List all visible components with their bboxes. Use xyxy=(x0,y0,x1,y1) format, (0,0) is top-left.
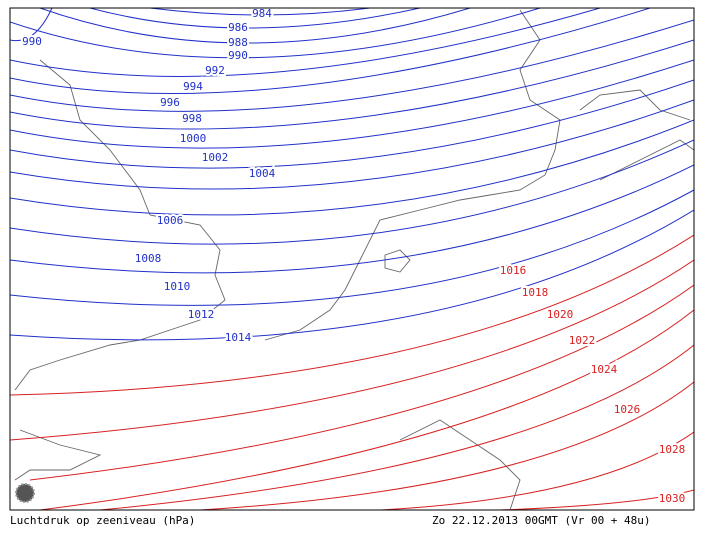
isobar-label: 988 xyxy=(228,36,248,49)
isobar-label: 998 xyxy=(182,112,202,125)
coast-britain xyxy=(14,59,226,391)
isobar-label: 1022 xyxy=(569,334,596,347)
isobar-label: 1020 xyxy=(547,308,574,321)
isobar-label: 1002 xyxy=(202,151,229,164)
isobar-label: 1014 xyxy=(225,331,252,344)
isobar-line xyxy=(10,8,601,77)
isobar-line xyxy=(99,344,694,510)
isobar-label: 1030 xyxy=(659,492,686,505)
coast-south xyxy=(14,419,521,510)
isobar-label: 994 xyxy=(183,80,203,93)
isobar-label: 1028 xyxy=(659,443,686,456)
isobar-label: 1004 xyxy=(249,167,276,180)
isobar-label: 990 xyxy=(22,35,42,48)
isobar-label: 986 xyxy=(228,21,248,34)
isobar-line xyxy=(10,39,694,130)
isobar-label: 990 xyxy=(228,49,248,62)
isobar-label: 1006 xyxy=(157,214,184,227)
isobar-label: 984 xyxy=(252,7,272,20)
isobar-line xyxy=(10,189,694,306)
isobar-line xyxy=(10,59,694,149)
isobar-line xyxy=(29,284,694,481)
isobars xyxy=(10,8,694,510)
isobar-line xyxy=(10,79,694,169)
isobar-line xyxy=(10,139,694,245)
footer-right: Zo 22.12.2013 00GMT (Vr 00 + 48u) xyxy=(432,514,651,527)
map-frame xyxy=(9,7,695,511)
isobar-line xyxy=(10,234,694,396)
isobar-line xyxy=(10,209,694,341)
isobar-label: 996 xyxy=(160,96,180,109)
isobar-line xyxy=(199,381,694,510)
isobar-line xyxy=(499,489,694,510)
isobar-line xyxy=(39,309,694,510)
isobar-line xyxy=(10,164,694,274)
logo xyxy=(15,483,35,503)
isobar-line xyxy=(149,8,371,16)
isobar-label: 992 xyxy=(205,64,225,77)
coast-continent xyxy=(264,9,561,341)
isobar-label: 1018 xyxy=(522,286,549,299)
ijsselmeer xyxy=(384,249,411,273)
footer-left: Luchtdruk op zeeniveau (hPa) xyxy=(10,514,195,527)
isobar-line xyxy=(10,99,694,190)
isobar-line xyxy=(10,8,651,95)
isobar-line xyxy=(89,8,421,29)
isobar-label: 1000 xyxy=(180,132,207,145)
isobar-line xyxy=(10,8,53,42)
coast-scandinavia xyxy=(579,89,694,181)
isobar-line xyxy=(10,259,694,441)
isobar-label: 1024 xyxy=(591,363,618,376)
isobar-labels: 9849869889909909929949969981000100210041… xyxy=(20,5,687,507)
isobar-label: 1026 xyxy=(614,403,641,416)
isobar-line xyxy=(10,8,541,59)
coastlines xyxy=(14,9,694,510)
isobar-label: 1012 xyxy=(188,308,215,321)
isobar-line xyxy=(10,19,694,112)
isobar-label: 1008 xyxy=(135,252,162,265)
isobar-line xyxy=(39,8,471,44)
isobar-line xyxy=(10,119,694,216)
isobar-label: 1010 xyxy=(164,280,191,293)
isobar-label: 1016 xyxy=(500,264,527,277)
isobar-line xyxy=(379,431,694,510)
